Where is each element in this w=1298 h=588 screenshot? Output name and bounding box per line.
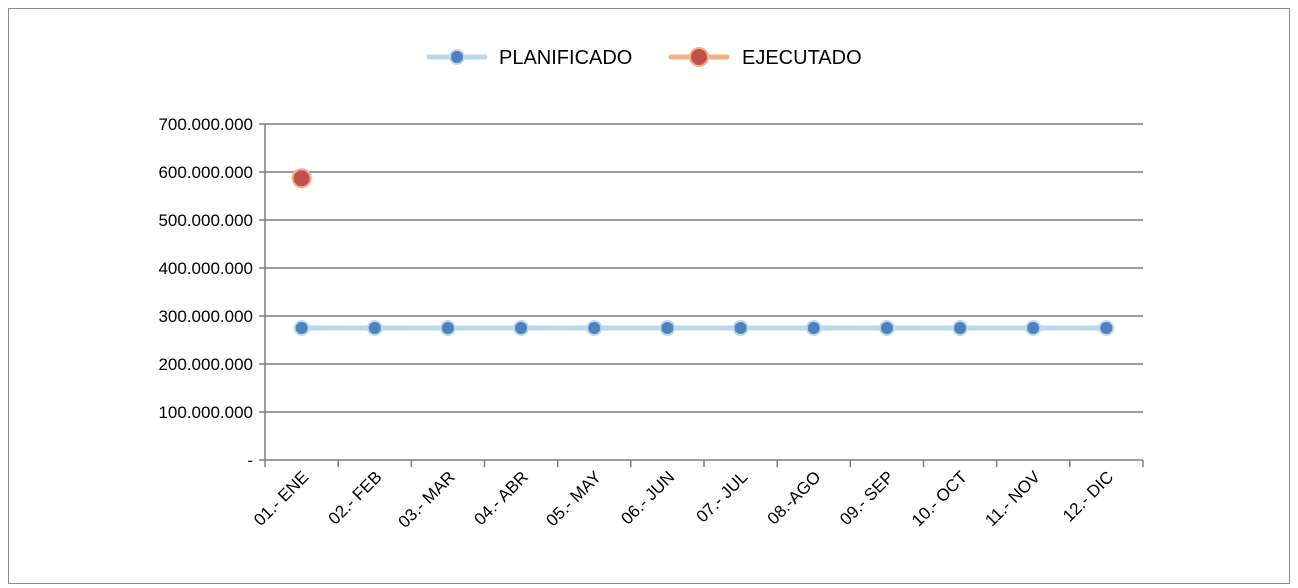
x-tick-label: 07.- JUL: [693, 467, 752, 526]
legend-item-ejecutado: EJECUTADO: [668, 47, 862, 69]
series-planificado: [293, 320, 1115, 336]
y-tick-label: 600.000.000: [158, 163, 253, 182]
data-point: [659, 320, 676, 336]
y-tick-label: 400.000.000: [158, 259, 253, 278]
data-point: [586, 320, 603, 336]
x-tick-label: 11.- NOV: [981, 467, 1044, 530]
x-tick-label: 06.- JUN: [617, 467, 678, 528]
series-ejecutado: [291, 168, 312, 189]
data-point: [952, 320, 969, 336]
y-tick-label: 700.000.000: [158, 115, 253, 134]
data-point: [805, 320, 822, 336]
y-tick-label: -: [247, 451, 253, 470]
y-tick-label: 100.000.000: [158, 403, 253, 422]
y-axis: - 100.000.000 200.000.000 300.000.000 400.00…: [158, 115, 266, 470]
y-tick-label: 300.000.000: [158, 307, 253, 326]
legend-swatch-marker: [689, 47, 709, 67]
legend-label: EJECUTADO: [742, 47, 862, 69]
legend-swatch-marker: [449, 49, 465, 65]
x-tick-label: 04.- ABR: [470, 467, 532, 529]
data-point: [732, 320, 749, 336]
x-tick-label: 02.- FEB: [325, 467, 386, 528]
legend: PLANIFICADO EJECUTADO: [426, 47, 862, 69]
x-tick-label: 03.- MAR: [395, 467, 459, 531]
data-point: [291, 168, 312, 189]
gridlines: [265, 123, 1143, 413]
x-tick-label: 01.- ENE: [250, 467, 312, 529]
x-tick-label: 05.- MAY: [542, 467, 605, 530]
series-layer: [291, 168, 1115, 336]
data-point: [513, 320, 530, 336]
x-tick-label: 10.- OCT: [908, 467, 971, 530]
x-axis: 01.- ENE 02.- FEB 03.- MAR 04.- ABR 05.- MAY…: [250, 459, 1144, 532]
data-point: [439, 320, 456, 336]
y-tick-label: 500.000.000: [158, 211, 253, 230]
legend-label: PLANIFICADO: [499, 47, 632, 69]
y-tick-label: 200.000.000: [158, 355, 253, 374]
x-tick-label: 09.- SEP: [836, 467, 898, 529]
data-point: [1025, 320, 1042, 336]
x-tick-label: 08.-AGO: [764, 467, 825, 528]
legend-item-planificado: PLANIFICADO: [426, 47, 632, 69]
line-chart: - 100.000.000 200.000.000 300.000.000 400.00…: [158, 47, 1144, 532]
data-point: [878, 320, 895, 336]
data-point: [293, 320, 310, 336]
chart-frame: - 100.000.000 200.000.000 300.000.000 400.00…: [8, 8, 1290, 584]
data-point: [366, 320, 383, 336]
x-tick-label: 12.- DIC: [1059, 467, 1117, 525]
data-point: [1098, 320, 1115, 336]
